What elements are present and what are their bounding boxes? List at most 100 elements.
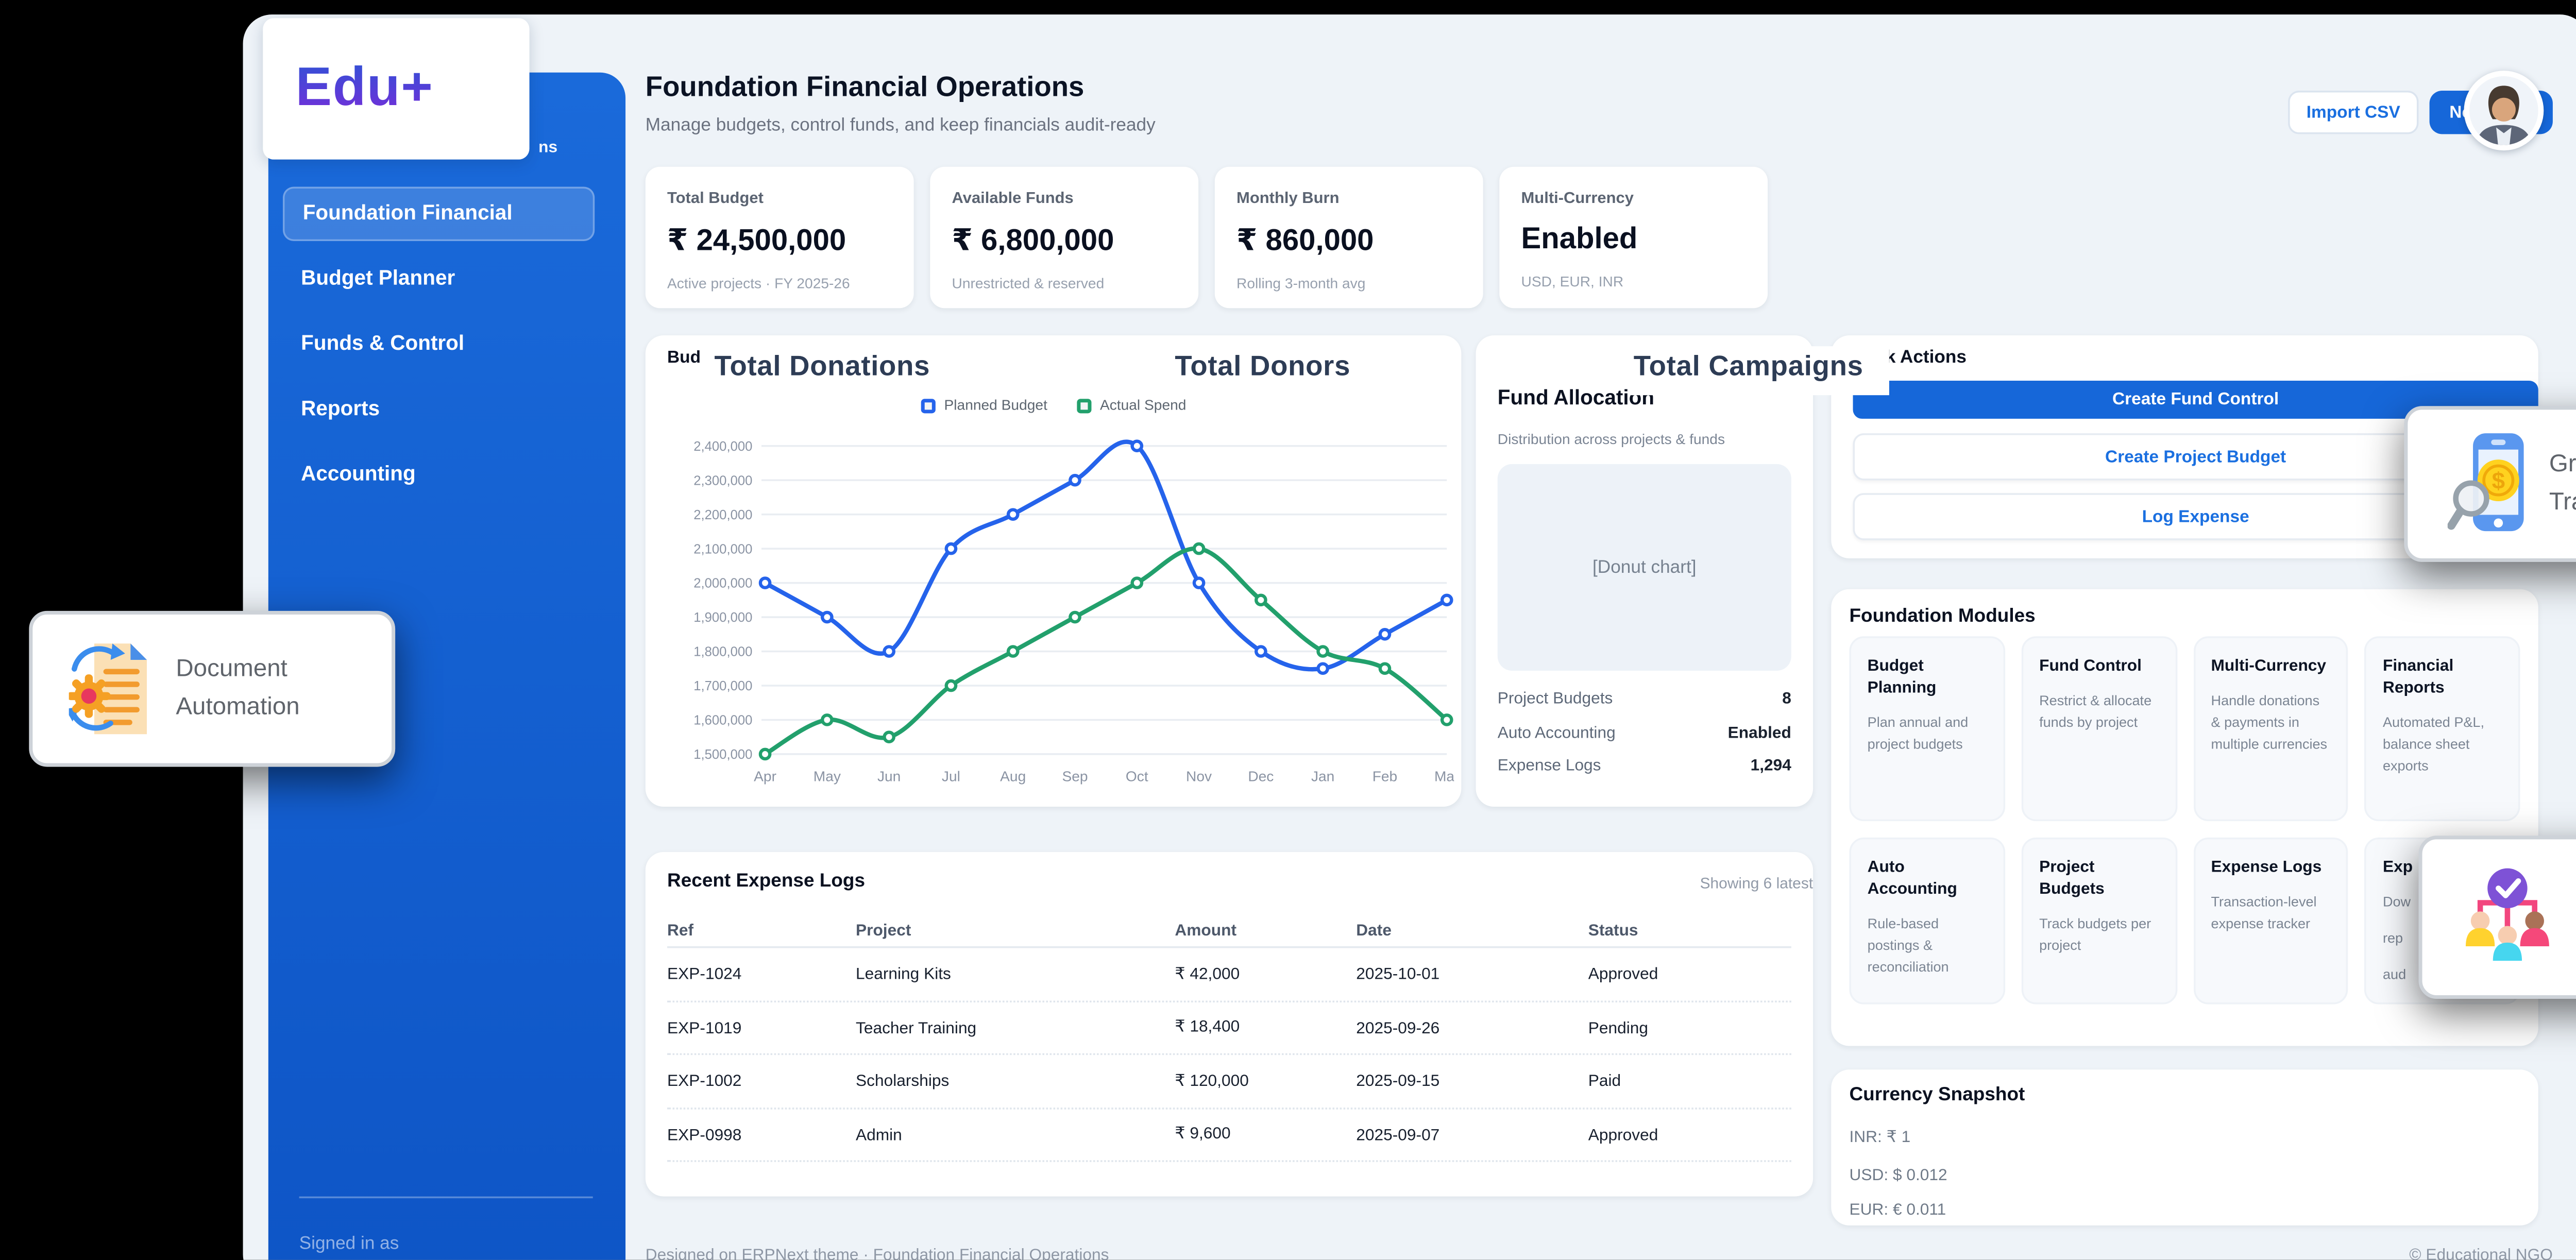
- module-title: Financial Reports: [2382, 656, 2454, 696]
- module-desc: Plan annual and project budgets: [1867, 714, 1969, 753]
- column-header-status: Status: [1588, 920, 1638, 939]
- cell-date: 2025-09-07: [1356, 1125, 1440, 1144]
- table-row: EXP-1002 Scholarships ₹ 120,000 2025-09-15 P…: [667, 1055, 1791, 1109]
- chart-title-fragment: Bud: [667, 348, 701, 368]
- module-tile-financial-reports: Financial Reports Automated P&L, balance …: [2364, 636, 2520, 822]
- cell-project: Teacher Training: [856, 1018, 977, 1037]
- module-desc: Restrict & allocate funds by project: [2039, 692, 2152, 731]
- svg-text:$: $: [2492, 467, 2505, 493]
- grant-tracking-icon: $: [2447, 433, 2524, 532]
- stat-label: Available Funds: [952, 188, 1074, 207]
- grant-tracking-label: Grant Tracking: [2549, 450, 2576, 515]
- currency-row: USD: $ 0.012: [1849, 1165, 1947, 1183]
- sidebar-item-budget-planner[interactable]: Budget Planner: [301, 268, 455, 291]
- module-desc: Transaction-level expense tracker: [2211, 894, 2317, 932]
- legend-swatch: [920, 398, 935, 413]
- expense-logs-title: Recent Expense Logs: [667, 870, 866, 892]
- cell-project: Scholarships: [856, 1071, 950, 1090]
- cell-date: 2025-09-26: [1356, 1018, 1440, 1037]
- legend-item-actual-spend: Actual Spend: [1076, 397, 1186, 413]
- svg-text:Dec: Dec: [1248, 769, 1274, 785]
- column-header-ref: Ref: [667, 920, 694, 939]
- svg-text:May: May: [814, 769, 841, 785]
- module-desc: Automated P&L, balance sheet exports: [2382, 714, 2484, 775]
- sidebar-item-reports[interactable]: Reports: [301, 399, 380, 421]
- module-title: Fund Control: [2039, 656, 2142, 675]
- sidebar-item-foundation-financial[interactable]: Foundation Financial: [282, 186, 595, 242]
- stat-value: Enabled: [1521, 223, 1638, 256]
- chart-legend: Planned Budget Actual Spend: [646, 397, 1462, 414]
- column-header-amount: Amount: [1175, 920, 1237, 939]
- cell-status: Approved: [1588, 1125, 1658, 1144]
- svg-text:Mar: Mar: [1434, 769, 1454, 785]
- currency-row: INR: ₹ 1: [1849, 1127, 1911, 1146]
- stat-label: Monthly Burn: [1236, 188, 1340, 207]
- legend-swatch: [1076, 398, 1091, 413]
- grant-tracking-card: $ Grant Tracking: [2404, 406, 2576, 562]
- footer-left: Designed on ERPNext theme · Foundation F…: [645, 1245, 1109, 1260]
- sidebar-title-fragment: ns: [538, 138, 558, 156]
- user-avatar[interactable]: [2464, 71, 2544, 151]
- module-desc-fragment: aud: [2382, 966, 2406, 983]
- budget-chart-card: [645, 335, 1462, 807]
- stat-subtext: Unrestricted & reserved: [952, 275, 1105, 292]
- fund-row-project-budgets: Project Budgets 8: [1498, 689, 1791, 707]
- signed-in-label: Signed in as: [299, 1234, 399, 1255]
- stat-subtext: USD, EUR, INR: [1521, 274, 1624, 291]
- stat-value: ₹ 860,000: [1236, 225, 1374, 258]
- sidebar-item-accounting[interactable]: Accounting: [301, 464, 416, 486]
- document-automation-card: Document Automation: [29, 610, 396, 767]
- stat-label: Total Budget: [667, 188, 764, 207]
- table-row: EXP-0998 Admin ₹ 9,600 2025-09-07 Approved: [667, 1109, 1791, 1162]
- module-tile-auto-accounting: Auto Accounting Rule-based postings & rec…: [1849, 837, 2005, 1004]
- module-title: Auto Accounting: [1867, 857, 1957, 898]
- sidebar-divider: [299, 1196, 593, 1199]
- budget-vs-actual-chart: 1,500,000 1,600,000 1,700,000 1,800,000 1,90…: [693, 439, 1454, 785]
- foundation-modules-title: Foundation Modules: [1849, 605, 2036, 627]
- overlay-heading-total-campaigns: Total Campaigns: [1628, 346, 1889, 396]
- module-desc: Rule-based postings & reconciliation: [1867, 916, 1949, 976]
- legend-label: Planned Budget: [944, 397, 1047, 414]
- cell-amount: ₹ 9,600: [1175, 1124, 1231, 1143]
- stat-value: ₹ 24,500,000: [667, 225, 846, 258]
- avatar-image: [2469, 76, 2538, 145]
- module-tile-expense-logs: Expense Logs Transaction-level expense tr…: [2193, 837, 2349, 1004]
- cell-ref: EXP-1024: [667, 965, 742, 983]
- svg-text:Oct: Oct: [1126, 769, 1148, 785]
- table-row: EXP-1024 Learning Kits ₹ 42,000 2025-10-01 A…: [667, 948, 1791, 1002]
- cell-status: Approved: [1588, 965, 1658, 983]
- quick-actions-title-fragment: k Actions: [1885, 348, 1967, 368]
- document-automation-icon: [69, 643, 147, 735]
- table-row: EXP-1019 Teacher Training ₹ 18,400 2025-09-…: [667, 1001, 1791, 1055]
- module-desc: Handle donations & payments in multiple …: [2211, 692, 2328, 753]
- stat-card-monthly-burn: Monthly Burn ₹ 860,000 Rolling 3-month avg: [1214, 166, 1483, 309]
- cell-ref: EXP-1019: [667, 1018, 742, 1037]
- module-tile-budget-planning: Budget Planning Plan annual and project b…: [1849, 636, 2005, 822]
- fund-row-value: 1,294: [1750, 756, 1791, 774]
- import-csv-button[interactable]: Import CSV: [2288, 90, 2419, 134]
- module-title: Expense Logs: [2211, 857, 2322, 876]
- module-tile-fund-control: Fund Control Restrict & allocate funds by…: [2021, 636, 2177, 822]
- currency-snapshot-title: Currency Snapshot: [1849, 1084, 2025, 1106]
- footer-right: © Educational NGO: [2409, 1245, 2553, 1260]
- currency-row: EUR: € 0.011: [1849, 1200, 1946, 1218]
- stat-card-multi-currency: Multi-Currency Enabled USD, EUR, INR: [1499, 166, 1768, 309]
- overlay-heading-total-donors: Total Donors: [1169, 346, 1376, 396]
- fund-allocation-rows: Project Budgets 8 Auto Accounting Enabled Ex…: [1498, 689, 1791, 789]
- module-desc: Track budgets per project: [2039, 916, 2151, 954]
- svg-text:1,500,000: 1,500,000: [693, 747, 752, 762]
- expense-logs-card: [645, 852, 1814, 1197]
- app-logo: Edu+: [296, 58, 434, 120]
- cell-date: 2025-10-01: [1356, 965, 1440, 983]
- expense-logs-table: Ref Project Amount Date Status EXP-1024 Learni…: [667, 912, 1791, 1162]
- fund-row-label: Expense Logs: [1497, 756, 1601, 774]
- stat-label: Multi-Currency: [1521, 188, 1634, 207]
- svg-text:Jan: Jan: [1311, 769, 1334, 785]
- module-tile-multi-currency: Multi-Currency Handle donations & payment…: [2193, 636, 2349, 822]
- stat-card-total-budget: Total Budget ₹ 24,500,000 Active projects …: [645, 166, 914, 309]
- module-tile-project-budgets: Project Budgets Track budgets per project: [2021, 837, 2177, 1004]
- svg-text:1,800,000: 1,800,000: [693, 645, 752, 659]
- table-header-row: Ref Project Amount Date Status: [667, 912, 1791, 948]
- svg-text:Jun: Jun: [877, 769, 901, 785]
- sidebar-item-funds-control[interactable]: Funds & Control: [301, 333, 465, 355]
